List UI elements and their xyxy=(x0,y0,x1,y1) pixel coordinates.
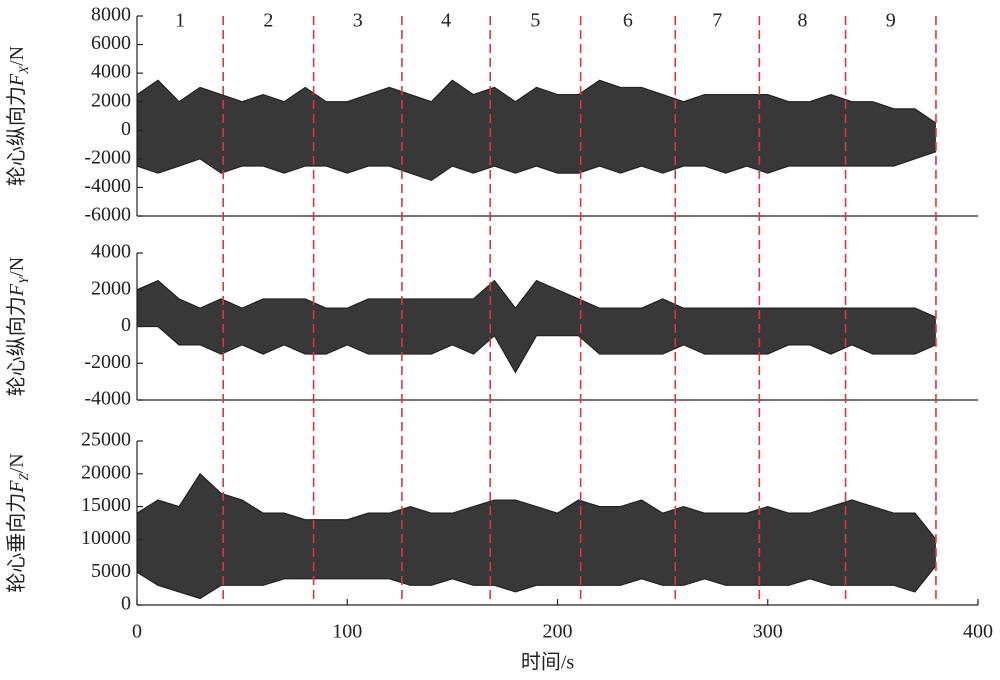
y-label-part: Y xyxy=(16,275,31,284)
segment-label: 2 xyxy=(263,10,273,32)
y-tick-label: 4000 xyxy=(91,61,131,83)
y-tick-label: -4000 xyxy=(84,388,131,410)
y-label-part: X xyxy=(16,65,31,75)
y-tick-label: 2000 xyxy=(91,89,131,111)
signal-lower xyxy=(136,151,937,181)
y-tick-label: -6000 xyxy=(84,204,131,226)
segment-label: 7 xyxy=(712,10,722,32)
y-tick-label: -2000 xyxy=(84,146,131,168)
signal-band xyxy=(137,80,936,181)
segment-label: 8 xyxy=(797,10,807,32)
y-label-part: F xyxy=(6,480,28,494)
x-tick-label: 0 xyxy=(132,621,142,643)
signal-lower xyxy=(136,565,937,600)
y-label-part: /N xyxy=(6,453,28,473)
signal-band xyxy=(137,280,936,373)
segment-label: 3 xyxy=(353,10,363,32)
x-tick-label: 200 xyxy=(543,621,573,643)
y-tick-label: 25000 xyxy=(81,429,131,451)
signal-band xyxy=(137,473,936,599)
x-tick-label: 100 xyxy=(332,621,362,643)
y-tick-label: 20000 xyxy=(81,461,131,483)
y-tick-label: -2000 xyxy=(84,351,131,373)
segment-label: 5 xyxy=(530,10,540,32)
y-tick-label: 10000 xyxy=(81,527,131,549)
y-axis-label: 轮心纵向力FX/N xyxy=(5,46,32,186)
y-label-part: /N xyxy=(6,257,28,277)
y-label-part: 轮心垂向力 xyxy=(5,493,28,593)
y-tick-label: 0 xyxy=(121,314,131,336)
y-label-part: /N xyxy=(6,46,28,66)
y-tick-label: 4000 xyxy=(91,241,131,263)
segment-label: 6 xyxy=(623,10,633,32)
y-tick-label: 15000 xyxy=(81,494,131,516)
signal-upper xyxy=(136,279,937,318)
signal-lower xyxy=(137,325,937,374)
y-axis-label: 轮心纵向力FY/N xyxy=(5,257,32,396)
x-axis-label: 时间/s xyxy=(521,651,575,674)
y-tick-label: -4000 xyxy=(84,175,131,197)
y-axis-label: 轮心垂向力FZ/N xyxy=(5,453,32,592)
y-label-part: 轮心纵向力 xyxy=(5,296,28,396)
y-label-part: F xyxy=(6,283,28,297)
y-tick-label: 2000 xyxy=(91,277,131,299)
y-label-part: Z xyxy=(16,473,31,481)
y-tick-label: 0 xyxy=(121,118,131,140)
segment-label: 9 xyxy=(886,10,896,32)
y-label-part: F xyxy=(6,73,28,87)
y-tick-label: 0 xyxy=(121,593,131,615)
x-tick-label: 400 xyxy=(963,621,993,643)
y-tick-label: 8000 xyxy=(91,4,131,26)
x-tick-label: 300 xyxy=(753,621,783,643)
y-tick-label: 5000 xyxy=(91,560,131,582)
signal-upper xyxy=(136,472,937,540)
segment-label: 4 xyxy=(441,10,451,32)
signal-upper xyxy=(136,79,937,124)
y-label-part: 轮心纵向力 xyxy=(5,86,28,186)
y-tick-label: 6000 xyxy=(91,32,131,54)
segment-label: 1 xyxy=(175,10,185,32)
